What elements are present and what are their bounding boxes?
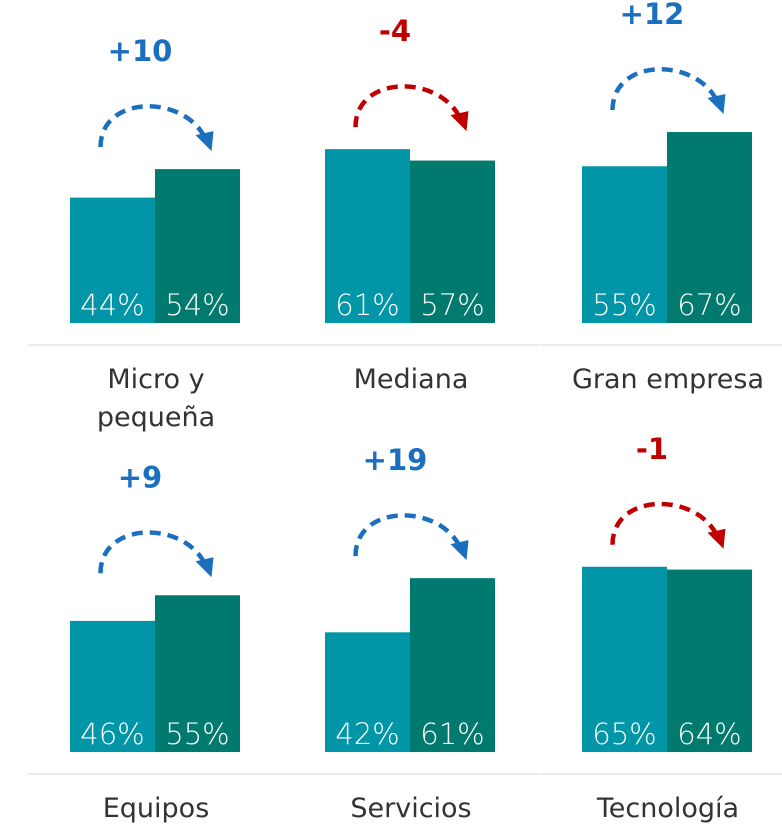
value-label: 46% (80, 717, 144, 751)
category-label: Gran empresa (571, 364, 765, 395)
category-label: Micro y pequeña (96, 364, 216, 433)
category-label: Servicios (350, 793, 472, 824)
arrow-arc (98, 530, 208, 574)
change-annotation: -4 (379, 14, 411, 48)
change-annotation: +12 (620, 0, 685, 31)
change-annotation: -1 (636, 432, 668, 466)
arrow-head (195, 557, 214, 578)
arrow-arc (353, 84, 463, 128)
value-label: 42% (335, 717, 399, 751)
value-label: 61% (335, 288, 399, 322)
change-annotation: +9 (118, 460, 162, 494)
value-label: 54% (165, 288, 229, 322)
arrow-head (707, 94, 726, 115)
category-label: Mediana (353, 364, 469, 395)
bar (410, 160, 495, 323)
bar (155, 595, 240, 752)
bar (70, 197, 155, 323)
arrow-head (450, 111, 469, 132)
bar (667, 132, 752, 323)
change-annotation: +10 (108, 34, 173, 68)
value-label: 61% (420, 717, 484, 751)
arrow-arc (353, 513, 463, 557)
value-label: 65% (592, 717, 656, 751)
value-label: 55% (592, 288, 656, 322)
arrow-arc (98, 104, 208, 148)
arrow-head (195, 131, 214, 152)
arrow-head (707, 528, 726, 549)
bar (410, 578, 495, 752)
category-label: Equipos (102, 793, 210, 824)
value-label: 64% (677, 717, 741, 751)
bar (325, 149, 410, 323)
bar (325, 632, 410, 752)
bar (582, 566, 667, 752)
category-label: Tecnología (596, 793, 740, 824)
bar (582, 166, 667, 323)
value-label: 67% (677, 288, 741, 322)
bar (667, 569, 752, 752)
arrow-arc (610, 67, 720, 111)
arrow-arc (610, 501, 720, 545)
bar (70, 620, 155, 752)
value-label: 57% (420, 288, 484, 322)
bar (155, 169, 240, 323)
arrow-head (450, 540, 469, 561)
value-label: 44% (80, 288, 144, 322)
value-label: 55% (165, 717, 229, 751)
change-annotation: +19 (363, 443, 428, 477)
